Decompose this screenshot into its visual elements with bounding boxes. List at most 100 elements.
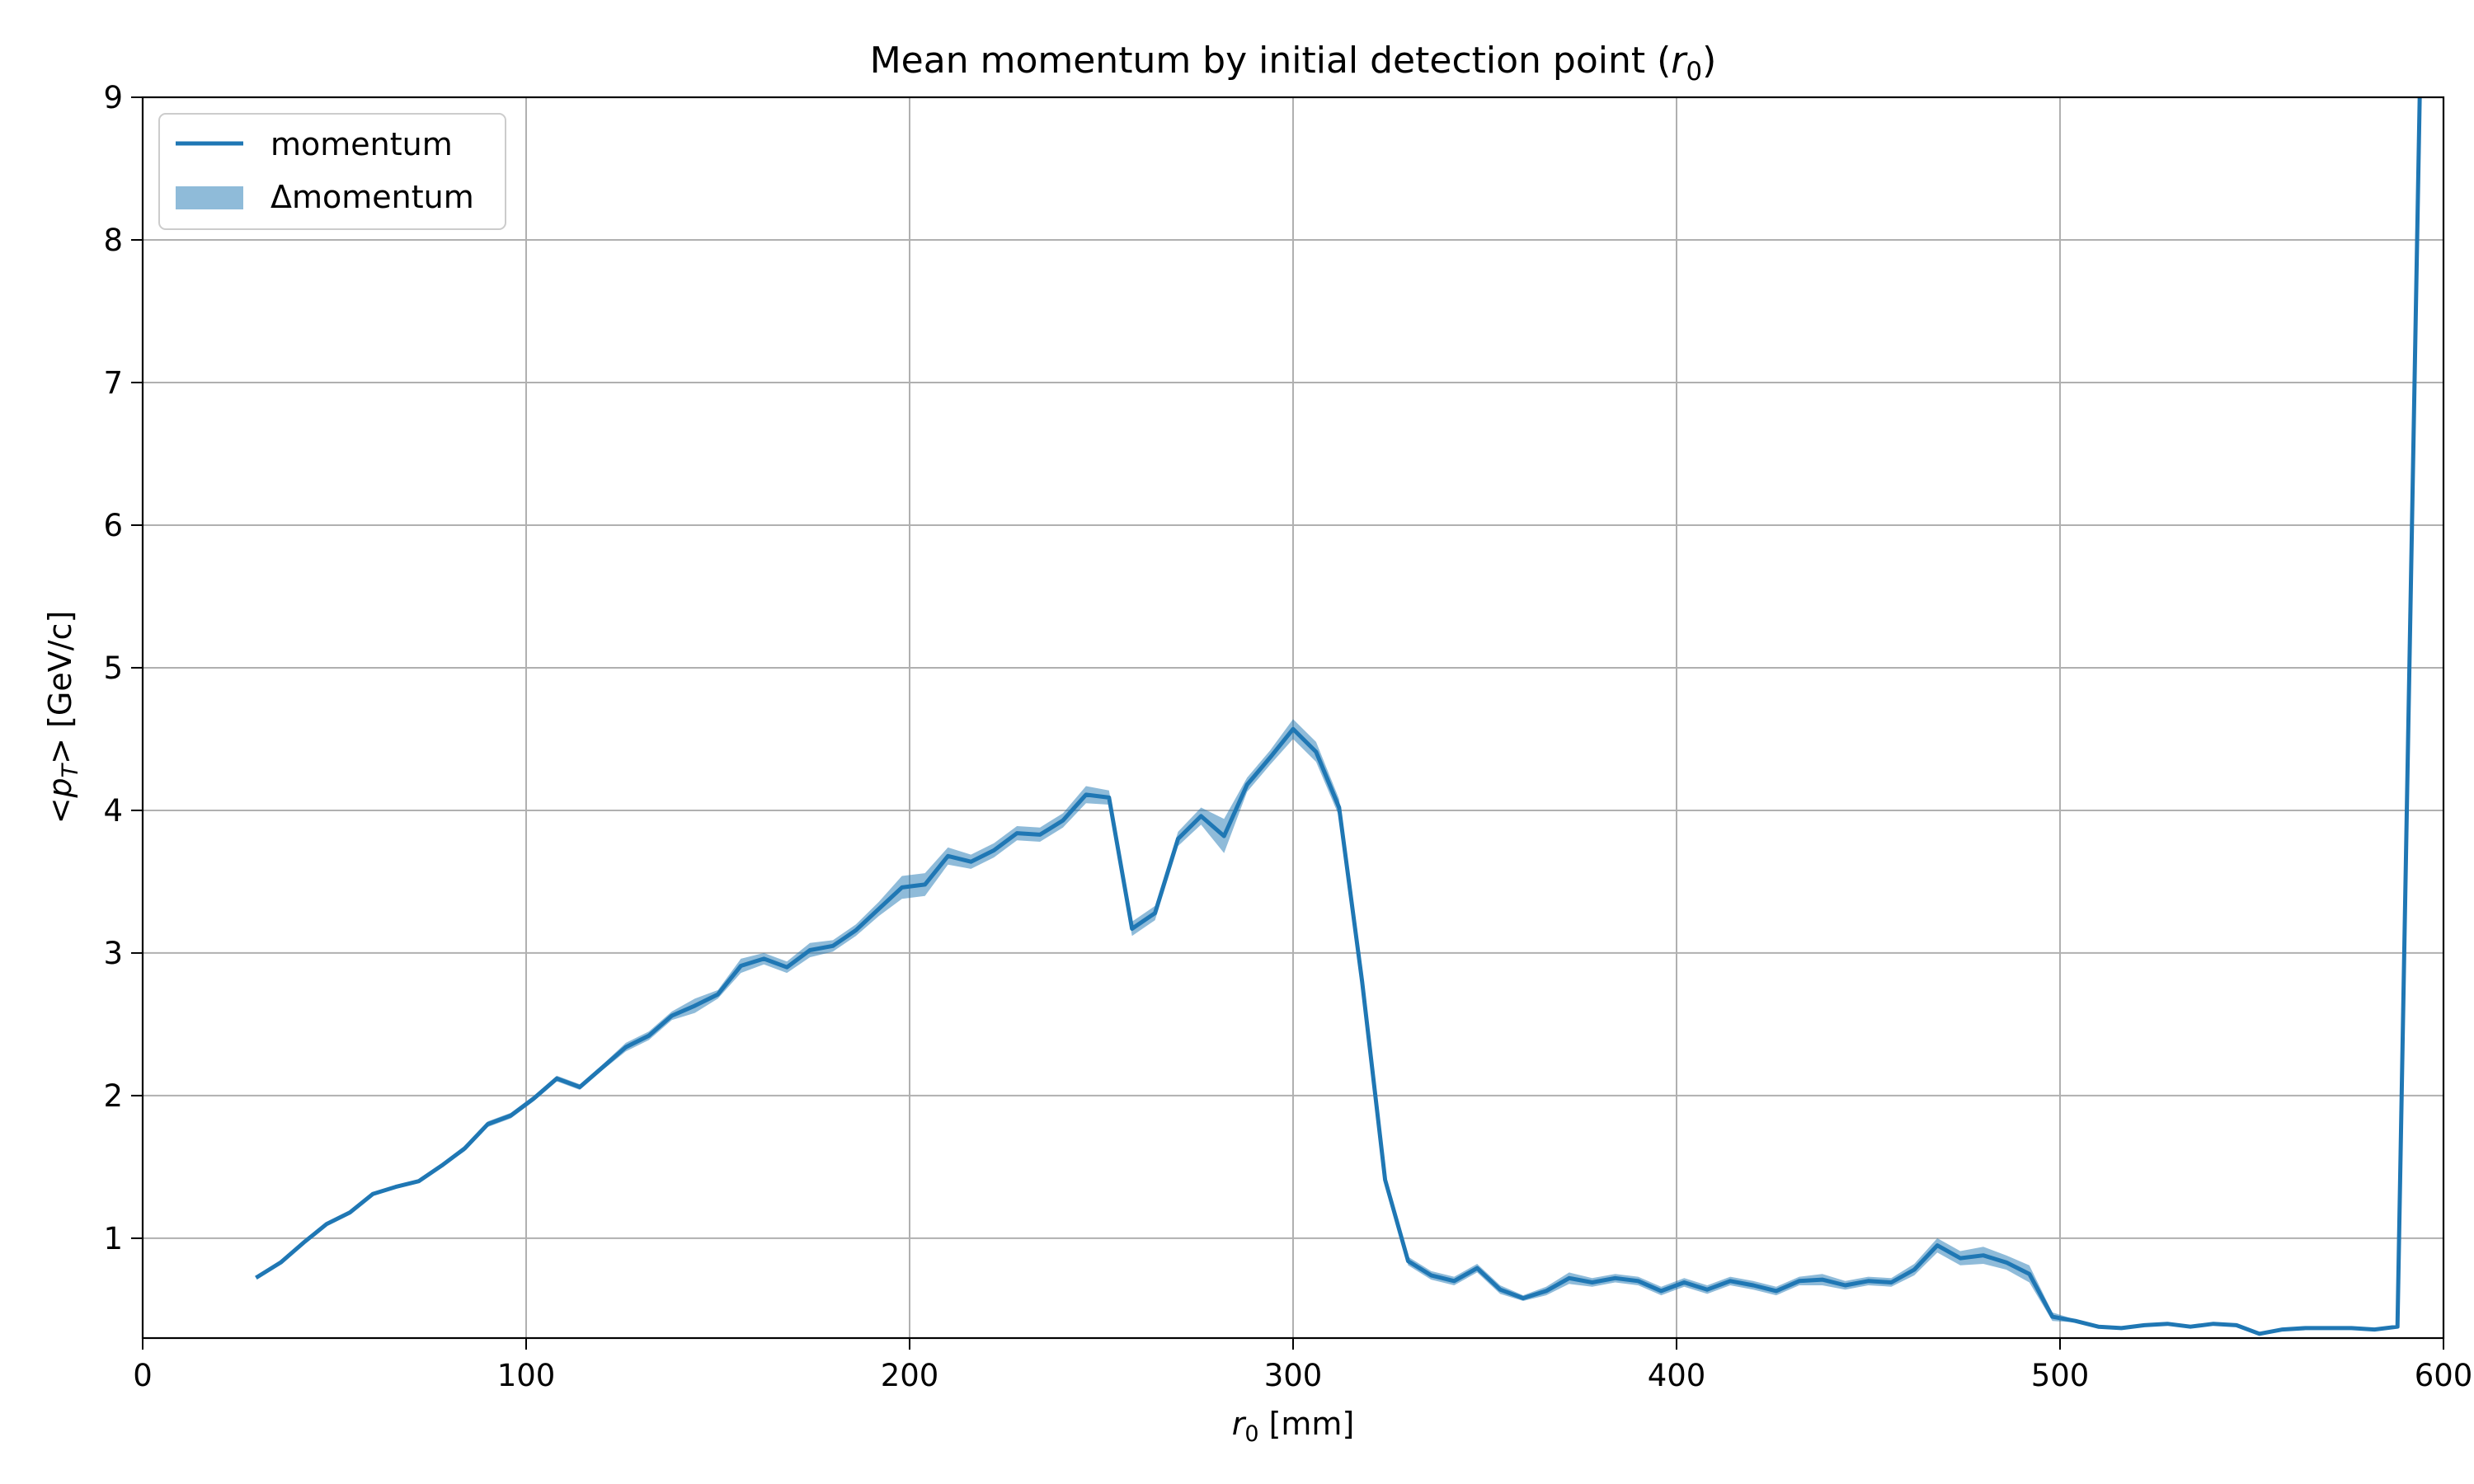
momentum-point (1843, 1283, 1848, 1288)
momentum-point (1797, 1279, 1802, 1284)
momentum-point (1037, 832, 1042, 837)
legend-label-delta-momentum: Δmomentum (270, 179, 474, 215)
x-tick-label: 500 (2031, 1358, 2090, 1393)
momentum-point (2349, 1326, 2354, 1331)
y-tick-label: 2 (103, 1078, 123, 1114)
momentum-point (463, 1146, 468, 1151)
y-tick-label: 1 (103, 1221, 123, 1256)
momentum-point (2119, 1326, 2124, 1331)
momentum-point (1658, 1289, 1663, 1294)
momentum-point (1981, 1253, 1986, 1258)
momentum-point (278, 1260, 283, 1265)
momentum-point (2096, 1324, 2101, 1329)
momentum-point (2303, 1326, 2308, 1331)
momentum-point (1613, 1275, 1618, 1280)
momentum-point (1360, 979, 1365, 984)
momentum-point (1244, 782, 1249, 787)
legend-box (158, 113, 506, 230)
momentum-point (440, 1163, 444, 1168)
momentum-point (2142, 1322, 2147, 1327)
momentum-point (1774, 1289, 1779, 1294)
momentum-point (1314, 749, 1319, 754)
momentum-point (1451, 1279, 1456, 1284)
momentum-point (647, 1033, 651, 1038)
y-tick-label: 7 (103, 365, 123, 401)
momentum-point (2326, 1326, 2331, 1331)
momentum-point (1728, 1279, 1733, 1284)
x-tick-label: 200 (881, 1358, 939, 1393)
y-tick-label: 6 (103, 508, 123, 543)
momentum-point (670, 1013, 675, 1018)
momentum-point (854, 928, 858, 932)
momentum-point (1221, 834, 1226, 838)
x-axis-label: r0 [mm] (1232, 1406, 1355, 1447)
momentum-point (1636, 1279, 1641, 1284)
axis-ticks: 0 100 200 300 400 500 600 1 2 3 4 5 6 7 8 9 (103, 80, 2472, 1393)
x-tick-label: 400 (1648, 1358, 1706, 1393)
momentum-point (1498, 1287, 1503, 1292)
momentum-point (2211, 1322, 2216, 1327)
momentum-point (923, 882, 928, 887)
momentum-point (968, 859, 973, 864)
momentum-point (946, 853, 951, 858)
momentum-point (2372, 1327, 2377, 1332)
momentum-point (830, 943, 835, 948)
momentum-point (324, 1222, 329, 1227)
momentum-point (531, 1096, 536, 1101)
momentum-point (600, 1064, 605, 1069)
chart-title: Mean momentum by initial detection point… (870, 40, 1717, 87)
momentum-point (1014, 831, 1019, 836)
grid-lines (142, 96, 2444, 1338)
momentum-point (2050, 1314, 2055, 1319)
momentum-point (508, 1113, 513, 1118)
momentum-point (1153, 911, 1158, 916)
momentum-point (1176, 837, 1181, 842)
momentum-point (2395, 1324, 2400, 1329)
x-tick-label: 600 (2415, 1358, 2473, 1393)
momentum-point (738, 964, 743, 969)
x-tick-label: 300 (1264, 1358, 1323, 1393)
momentum-point (2257, 1331, 2262, 1336)
legend-band-swatch (176, 186, 243, 209)
x-tick-label: 0 (133, 1358, 153, 1393)
momentum-point (1428, 1273, 1433, 1278)
momentum-point (1268, 755, 1272, 760)
momentum-point (2280, 1327, 2285, 1332)
momentum-point (877, 906, 882, 911)
legend: momentum Δmomentum (158, 113, 506, 230)
momentum-point (1291, 726, 1296, 731)
momentum-point (2165, 1322, 2170, 1327)
momentum-point (301, 1240, 306, 1245)
momentum-line (255, 97, 2422, 1336)
momentum-point (2234, 1322, 2239, 1327)
momentum-point (1888, 1280, 1893, 1285)
y-tick-label: 3 (103, 936, 123, 971)
momentum-point (1475, 1266, 1479, 1270)
y-tick-label: 5 (103, 650, 123, 686)
momentum-point (2073, 1318, 2078, 1323)
momentum-point (1751, 1283, 1756, 1288)
momentum-point (416, 1179, 421, 1184)
momentum-point (761, 956, 766, 961)
momentum-point (1198, 814, 1203, 819)
momentum-point (1820, 1277, 1825, 1282)
momentum-point (1958, 1256, 1963, 1261)
momentum-point (1866, 1279, 1871, 1284)
y-tick-label: 4 (103, 793, 123, 829)
momentum-point (1337, 805, 1342, 810)
momentum-point (1567, 1275, 1572, 1280)
momentum-point (2004, 1260, 2009, 1265)
momentum-point (393, 1185, 398, 1190)
momentum-point (991, 848, 996, 852)
momentum-point (1935, 1243, 1940, 1248)
momentum-point (486, 1122, 491, 1127)
momentum-point (1383, 1177, 1388, 1182)
momentum-point (370, 1191, 375, 1196)
momentum-point (1130, 927, 1135, 932)
momentum-point (1084, 792, 1089, 797)
momentum-point (347, 1210, 352, 1215)
momentum-point (256, 1275, 261, 1280)
momentum-point (1107, 795, 1112, 800)
